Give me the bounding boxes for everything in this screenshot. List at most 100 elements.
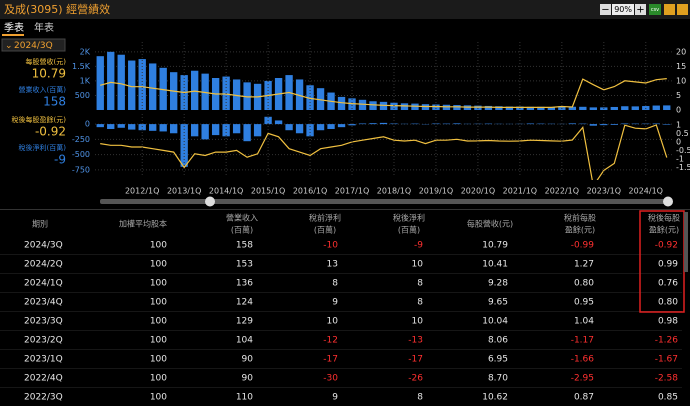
value-cell: 100 xyxy=(150,355,167,365)
legend-label: 稅後每股盈餘(元) xyxy=(12,115,67,124)
value-cell: -17 xyxy=(408,355,423,365)
value-cell: -26 xyxy=(408,374,423,384)
value-cell: 129 xyxy=(236,317,253,327)
lock-button[interactable] xyxy=(664,4,675,15)
bar xyxy=(369,123,376,124)
row-rule xyxy=(0,349,682,350)
value-cell: -10 xyxy=(323,241,338,251)
bar xyxy=(527,123,534,124)
value-cell: 136 xyxy=(236,279,253,289)
value-cell: -17 xyxy=(323,355,338,365)
tab-quarter[interactable]: 季表 xyxy=(4,21,24,34)
value-cell: -0.92 xyxy=(655,241,678,251)
zoom-out-icon: − xyxy=(601,5,609,16)
bar xyxy=(170,124,177,133)
y-tick-label: 1K xyxy=(80,76,91,85)
bar xyxy=(621,123,628,124)
value-cell: 8 xyxy=(332,279,338,289)
column-header: 每股營收(元) xyxy=(467,219,513,229)
value-cell: 104 xyxy=(236,336,253,346)
x-tick-label: 2014/1Q xyxy=(209,187,243,196)
page-title: 及成(3095) 經營績效 xyxy=(4,2,110,16)
bar xyxy=(590,124,597,126)
value-cell: -13 xyxy=(408,336,423,346)
period-cell: 2023/3Q xyxy=(24,317,63,327)
bar xyxy=(453,105,460,110)
value-cell: 10.79 xyxy=(482,241,508,251)
x-tick-label: 2023/1Q xyxy=(587,187,621,196)
tab-year[interactable]: 年表 xyxy=(34,21,54,34)
value-cell: 0.80 xyxy=(574,279,594,289)
scroll-left[interactable] xyxy=(205,197,215,207)
value-cell: 8 xyxy=(417,393,423,403)
x-tick-label: 2021/1Q xyxy=(503,187,537,196)
legend-value: 158 xyxy=(43,95,66,109)
x-tick-label: 2015/1Q xyxy=(251,187,285,196)
bar xyxy=(569,123,576,124)
value-cell: 10 xyxy=(412,260,424,270)
bar xyxy=(611,124,618,125)
value-cell: 6.95 xyxy=(488,355,508,365)
value-cell: 10 xyxy=(327,317,339,327)
value-cell: 100 xyxy=(150,298,167,308)
value-cell: -1.17 xyxy=(571,336,594,346)
bar xyxy=(107,124,114,129)
fullscreen-button[interactable] xyxy=(677,4,688,15)
y-tick-label: 0 xyxy=(676,106,681,115)
column-header: 稅前淨利 xyxy=(309,213,341,223)
row-rule xyxy=(0,368,682,369)
period-cell: 2023/1Q xyxy=(24,355,63,365)
row-rule xyxy=(0,311,682,312)
value-cell: 1.27 xyxy=(574,260,594,270)
bar xyxy=(191,71,198,110)
row-rule xyxy=(0,330,682,331)
bar xyxy=(653,106,660,110)
row-rule xyxy=(0,292,682,293)
x-tick-label: 2020/1Q xyxy=(461,187,495,196)
value-cell: -2.95 xyxy=(571,374,594,384)
y-tick-label: -1.5 xyxy=(676,163,690,172)
value-cell: 110 xyxy=(236,393,253,403)
csv-label: csv xyxy=(651,7,659,13)
scroll-right[interactable] xyxy=(663,197,673,207)
column-header: 稅後淨利 xyxy=(393,213,425,223)
value-cell: -12 xyxy=(323,336,338,346)
bar xyxy=(653,123,660,124)
value-cell: 10 xyxy=(412,317,424,327)
bar xyxy=(663,105,670,110)
value-cell: 0.80 xyxy=(658,298,678,308)
legend-label: 稅後淨利(百萬) xyxy=(19,143,67,152)
bar xyxy=(611,107,618,110)
y-tick-label: -250 xyxy=(72,135,90,144)
value-cell: 90 xyxy=(242,355,254,365)
y-tick-label: 15 xyxy=(676,62,686,71)
zoom-in-icon: + xyxy=(636,5,644,16)
value-cell: 8.06 xyxy=(488,336,508,346)
bar xyxy=(327,124,334,129)
bar xyxy=(254,124,261,136)
value-cell: 9 xyxy=(332,298,338,308)
period-caret: ⌄ xyxy=(5,41,13,51)
bar xyxy=(181,124,188,167)
scrollbar-track[interactable] xyxy=(100,199,668,204)
column-header: 盈餘(元) xyxy=(649,225,679,235)
value-cell: -1.67 xyxy=(655,355,678,365)
table-scrollbar[interactable] xyxy=(684,212,688,272)
y-tick-label: -750 xyxy=(72,165,90,174)
period-cell: 2024/1Q xyxy=(24,279,63,289)
column-header: 稅後每股 xyxy=(648,213,680,223)
row-rule xyxy=(0,273,682,274)
value-cell: -1.66 xyxy=(571,355,595,365)
zoom-level: 90% xyxy=(614,5,632,14)
x-tick-label: 2018/1Q xyxy=(377,187,411,196)
bar xyxy=(474,106,481,110)
bar xyxy=(453,123,460,124)
y-tick-label: 500 xyxy=(75,91,90,100)
value-cell: 9.65 xyxy=(488,298,508,308)
value-cell: 100 xyxy=(150,374,167,384)
bar xyxy=(380,123,387,124)
legend-value: -9 xyxy=(54,153,66,167)
value-cell: 9 xyxy=(332,393,338,403)
value-cell: 100 xyxy=(150,279,167,289)
